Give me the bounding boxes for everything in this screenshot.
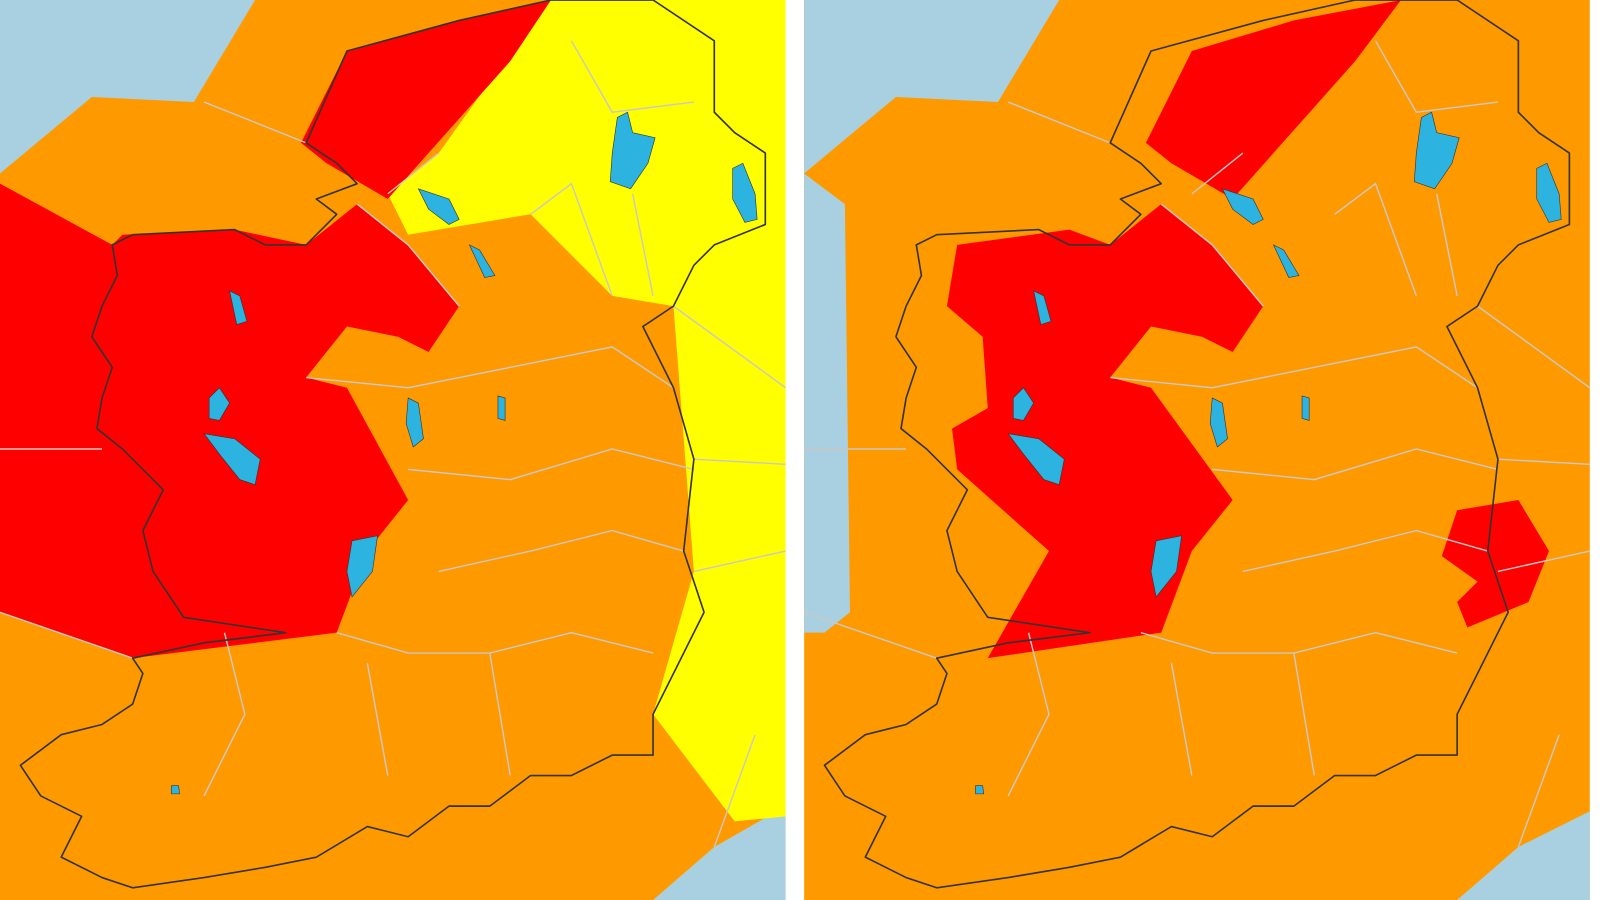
sea — [653, 806, 786, 900]
sea — [804, 0, 1060, 174]
sea — [1457, 811, 1590, 900]
red-warning-area — [1145, 0, 1402, 199]
red-warning-area — [0, 183, 460, 659]
red-warning-area — [946, 204, 1264, 659]
sea — [0, 0, 256, 174]
right-map — [804, 0, 1590, 900]
yellow-warning-area — [387, 0, 786, 822]
red-warning-area — [301, 0, 552, 199]
left-map — [0, 0, 786, 900]
sea — [804, 173, 850, 633]
divider — [785, 0, 805, 900]
red-warning-area — [1441, 500, 1549, 628]
